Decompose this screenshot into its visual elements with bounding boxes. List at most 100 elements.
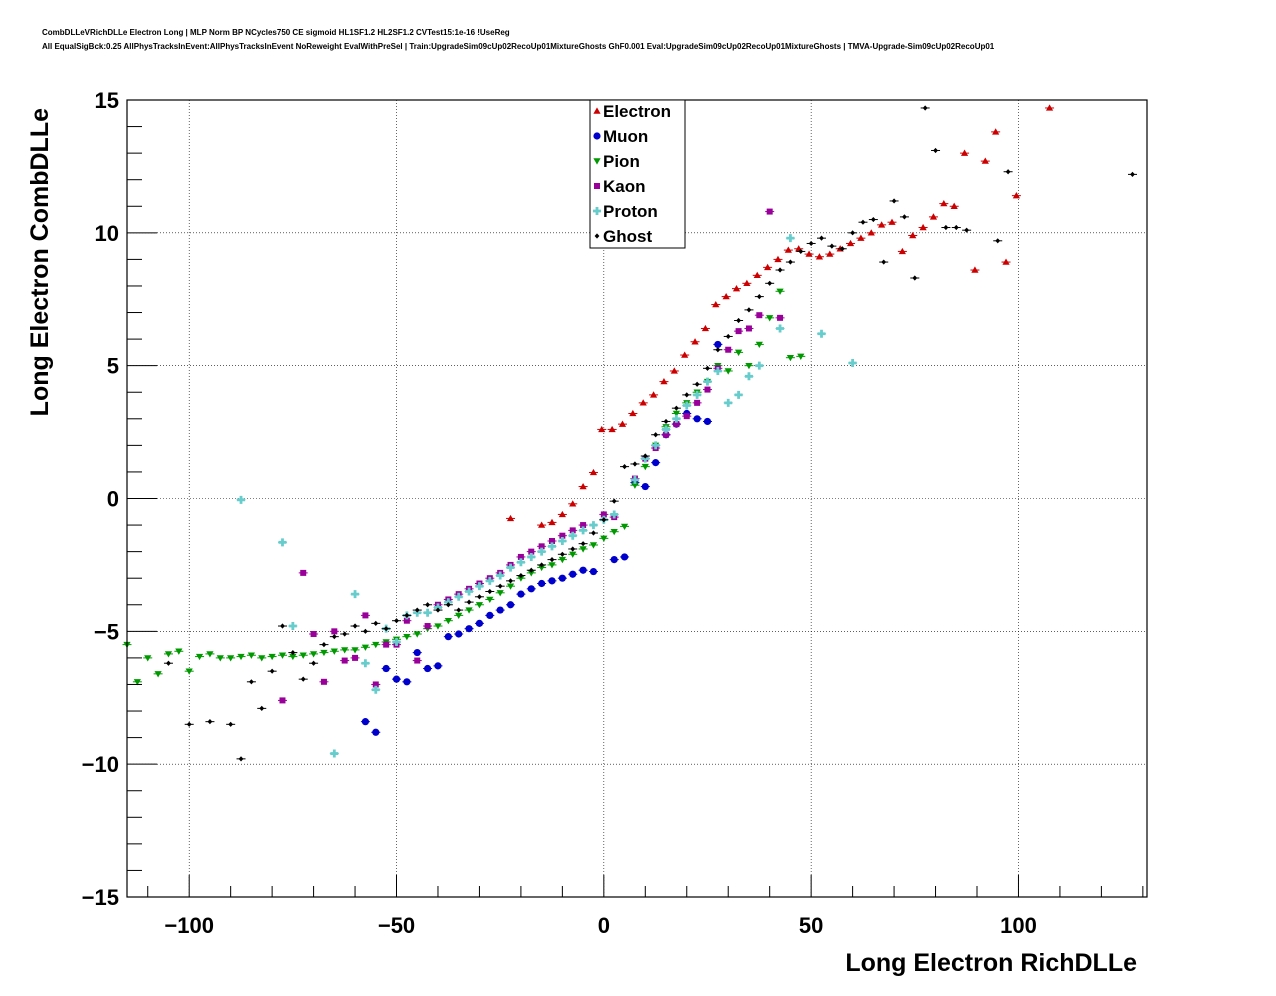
pion-point <box>164 651 173 658</box>
x-tick-label: 100 <box>1000 913 1037 938</box>
ghost-point <box>186 721 192 727</box>
pion-point <box>745 362 753 370</box>
ghost-point <box>725 333 731 340</box>
pion-point <box>154 671 162 678</box>
muon-point <box>392 675 401 683</box>
ghost-point <box>487 588 493 595</box>
electron-point <box>558 510 566 518</box>
proton-point <box>361 659 370 668</box>
kaon-point <box>559 532 566 539</box>
proton-point <box>506 563 515 572</box>
muon-point <box>361 718 370 726</box>
muon-point <box>569 570 577 578</box>
electron-point <box>981 157 989 164</box>
kaon-point <box>538 543 545 550</box>
muon-point <box>693 415 701 423</box>
electron-point <box>950 202 958 209</box>
ghost-point <box>497 583 503 589</box>
muon-point <box>538 579 546 588</box>
kaon-point <box>424 623 431 630</box>
ghost-point <box>798 248 804 255</box>
ghost-point <box>891 198 897 204</box>
pion-point <box>517 575 525 582</box>
ghost-point <box>166 660 171 666</box>
electron-point <box>1045 104 1054 111</box>
electron-point <box>826 250 834 257</box>
kaon-point <box>403 617 410 624</box>
legend-marker-electron <box>593 107 601 114</box>
proton-point <box>444 598 453 607</box>
proton-point <box>682 401 691 410</box>
pion-point <box>569 551 577 558</box>
pion-point <box>330 648 338 655</box>
electron-point <box>569 500 577 507</box>
muon-point <box>496 606 504 614</box>
ghost-point <box>964 227 970 233</box>
pion-point <box>413 631 421 638</box>
electron-point <box>878 221 886 228</box>
proton-point <box>351 590 360 599</box>
electron-point <box>538 521 546 528</box>
electron-point <box>971 266 979 273</box>
pion-point <box>289 653 297 661</box>
proton-point <box>330 749 339 758</box>
electron-point <box>681 351 689 358</box>
pion-point <box>455 612 463 619</box>
electron-point <box>1012 192 1020 199</box>
proton-point <box>848 359 857 368</box>
legend-label-proton: Proton <box>603 202 658 221</box>
ghost-point <box>373 620 379 626</box>
kaon-point <box>745 325 752 332</box>
muon-point <box>652 459 660 467</box>
ghost-point <box>228 721 234 727</box>
muon-point <box>403 678 411 686</box>
ghost-point <box>342 631 348 637</box>
legend: Electron Muon Pion Kaon Proton Ghost <box>589 99 686 249</box>
pion-point <box>496 590 504 597</box>
ghost-point <box>570 546 576 552</box>
pion-point <box>786 354 795 362</box>
proton-point <box>423 608 432 617</box>
electron-point <box>815 253 824 260</box>
muon-point <box>424 664 432 673</box>
pion-point <box>133 679 141 686</box>
legend-marker-muon <box>593 132 601 140</box>
electron-point <box>712 300 720 308</box>
muon-point <box>506 601 515 609</box>
ghost-point <box>1130 171 1135 177</box>
proton-point <box>278 538 287 547</box>
electron-point <box>888 218 896 225</box>
proton-point <box>744 372 753 381</box>
x-tick-label: 0 <box>598 913 610 938</box>
electron-point <box>743 279 751 287</box>
ghost-point <box>414 607 420 613</box>
ghost-point <box>259 705 265 711</box>
kaon-point <box>341 657 348 664</box>
ghost-point <box>850 230 856 236</box>
legend-marker-proton <box>593 207 601 216</box>
kaon-point <box>517 553 524 560</box>
proton-point <box>568 531 577 540</box>
pion-point <box>175 648 183 655</box>
electron-point <box>732 285 741 292</box>
muon-point <box>558 574 566 582</box>
ghost-point <box>280 623 285 629</box>
muon-point <box>455 630 463 638</box>
ghost-point <box>684 392 690 398</box>
proton-point <box>786 234 795 243</box>
pion-point <box>631 482 639 489</box>
ghost-point <box>331 634 337 640</box>
pion-point <box>766 315 774 322</box>
muon-point <box>527 585 535 593</box>
ghost-point <box>808 240 814 247</box>
electron-point <box>579 482 587 490</box>
muon-point <box>475 619 484 627</box>
ghost-point <box>207 719 213 725</box>
proton-point <box>433 603 442 612</box>
x-tick-label: 50 <box>799 913 823 938</box>
electron-point <box>608 425 616 433</box>
kaon-point <box>725 346 732 353</box>
electron-point <box>774 255 782 263</box>
kaon-point <box>580 522 587 529</box>
pion-point <box>776 288 784 295</box>
